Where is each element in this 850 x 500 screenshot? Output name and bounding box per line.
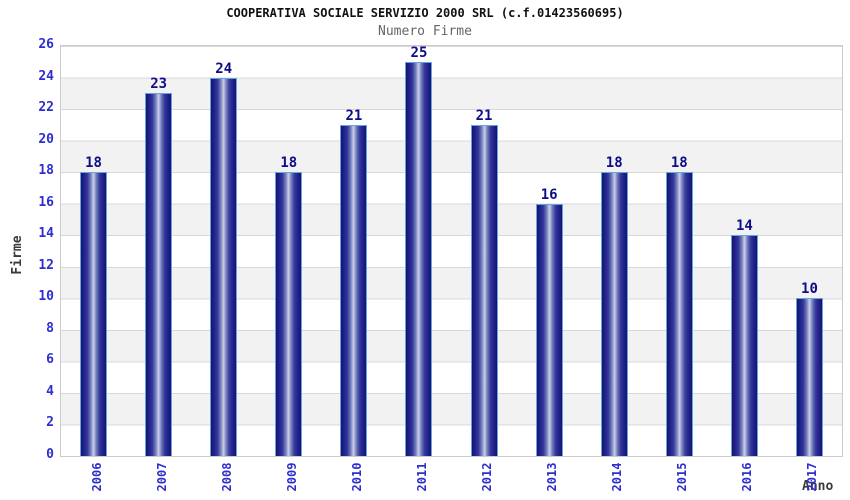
y-tick-label: 8 <box>46 320 54 336</box>
bar-2007 <box>145 93 173 456</box>
y-tick-label: 24 <box>38 68 54 84</box>
x-tick-label: 2015 <box>675 462 690 492</box>
chart-subtitle: Numero Firme <box>378 24 472 39</box>
bar-value-label: 24 <box>215 60 233 77</box>
bar-2014 <box>600 172 628 456</box>
y-tick-label: 2 <box>46 415 54 431</box>
bar-value-label: 23 <box>150 76 168 93</box>
chart-title: COOPERATIVA SOCIALE SERVIZIO 2000 SRL (c… <box>226 6 624 20</box>
x-tick-label: 2014 <box>610 462 625 492</box>
bar-2011 <box>405 61 433 456</box>
y-tick-label: 0 <box>46 447 54 462</box>
bar-value-label: 16 <box>540 186 558 203</box>
bar-value-label: 18 <box>280 155 298 172</box>
x-tick-label: 2006 <box>89 462 104 492</box>
y-tick-label: 14 <box>38 226 54 242</box>
y-tick-label: 20 <box>38 131 54 147</box>
bar-value-label: 18 <box>85 155 102 172</box>
bar-2017 <box>795 298 823 456</box>
bar-value-label: 18 <box>670 155 688 172</box>
bar-value-label: 25 <box>410 44 428 61</box>
x-axis-title: Anno <box>802 479 834 494</box>
bar-2010 <box>340 124 368 456</box>
bar-2006 <box>80 172 108 456</box>
y-tick-label: 10 <box>38 289 54 305</box>
x-tick-label: 2007 <box>154 462 169 492</box>
bar-value-label: 10 <box>801 281 818 298</box>
x-tick-label: 2011 <box>414 462 429 492</box>
bar-2009 <box>275 172 303 456</box>
y-tick-label: 12 <box>38 257 54 273</box>
bar-value-label: 21 <box>475 107 493 124</box>
bar-value-label: 14 <box>735 218 753 235</box>
x-tick-label: 2008 <box>219 462 234 492</box>
y-tick-label: 22 <box>38 100 54 116</box>
x-tick-label: 2016 <box>740 462 755 492</box>
x-tick-label: 2017 <box>805 462 820 492</box>
y-tick-label: 4 <box>46 383 54 399</box>
x-tick-label: 2009 <box>284 462 299 492</box>
x-tick-label: 2012 <box>480 462 495 492</box>
y-tick-label: 26 <box>38 37 54 52</box>
bar-2008 <box>210 77 238 456</box>
bar-2015 <box>665 172 693 456</box>
bar-2013 <box>535 203 563 456</box>
bar-value-label: 18 <box>605 155 623 172</box>
bar-value-label: 21 <box>345 107 363 124</box>
x-tick-label: 2010 <box>349 462 364 492</box>
bar-2012 <box>470 124 498 456</box>
x-tick-label: 2013 <box>545 462 560 492</box>
y-tick-label: 18 <box>38 163 54 179</box>
y-tick-label: 16 <box>38 194 54 210</box>
plot-area: 18 23 24 18 21 25 21 16 18 18 14 10 <box>60 45 843 457</box>
bar-2016 <box>730 235 758 456</box>
y-tick-label: 6 <box>46 352 54 368</box>
